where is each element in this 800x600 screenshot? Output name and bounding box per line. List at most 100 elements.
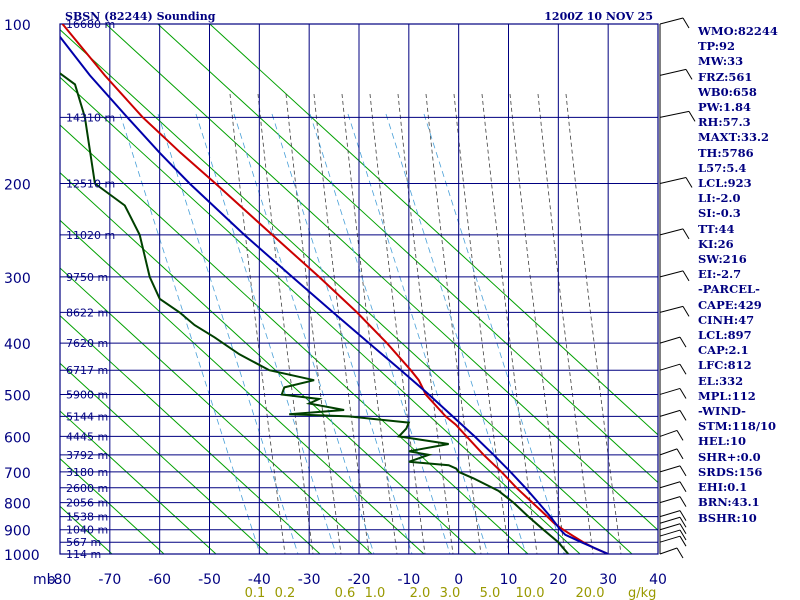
dewpoint-profile (60, 72, 570, 554)
height-label: 9750 m (66, 271, 108, 284)
parcel-profile (60, 35, 609, 554)
mixing-ratio-line (195, 113, 337, 554)
temperature-tick-label: 40 (649, 572, 667, 588)
moist-adiabat-line (425, 93, 482, 554)
sounding-index: TP:92 (698, 39, 736, 54)
pressure-tick-label: 800 (4, 497, 31, 513)
mixing-ratio-line (309, 113, 451, 554)
wind-barb (659, 523, 681, 531)
chart-title: SBSN (82244) Sounding (65, 10, 216, 23)
wind-barb-flag (676, 547, 684, 559)
wind-barb-flag (679, 496, 687, 507)
sounding-indices-panel: WMO:82244 TP:92 MW:33 FRZ:561 WB0:658 PW:1.84… (698, 24, 798, 526)
wind-barb-flag (679, 529, 687, 541)
moist-adiabat-line (285, 93, 342, 554)
dry-adiabat-line (60, 457, 165, 554)
height-label: 7620 m (66, 337, 108, 350)
wind-barb (659, 465, 681, 473)
wind-barb-flag (679, 410, 687, 421)
mixing-ratio-label: 2.0 (410, 586, 431, 600)
sounding-index: -PARCEL- (698, 282, 760, 297)
height-label: 1538 m (66, 511, 108, 524)
moist-adiabat-line (341, 93, 398, 554)
height-label: 3180 m (66, 466, 108, 479)
sounding-index: EI:-2.7 (698, 267, 742, 282)
sounding-index: CAP:2.1 (698, 343, 749, 358)
wind-barb (659, 387, 681, 395)
moist-adiabat-line (509, 93, 566, 554)
wind-barb-flag (679, 523, 687, 535)
temperature-tick-label: -30 (298, 572, 321, 588)
temperature-tick-label: -70 (98, 572, 121, 588)
mixing-ratio-line (233, 113, 375, 554)
sounding-index: LCL:897 (698, 328, 752, 343)
sounding-index: MPL:112 (698, 388, 756, 403)
temperature-tick-label: 20 (549, 572, 567, 588)
sounding-index: SI:-0.3 (698, 206, 741, 221)
height-label: 6717 m (66, 364, 108, 377)
wind-barb-flag (682, 228, 690, 240)
dry-adiabat-line (105, 24, 658, 531)
mixing-ratio-label: 0.1 (245, 586, 266, 600)
sounding-index: CINH:47 (698, 312, 755, 327)
dry-adiabat-line (60, 362, 269, 554)
sounding-index: LCL:923 (698, 176, 752, 191)
sounding-index: SHR+:0.0 (698, 449, 761, 464)
pressure-unit-label: mb (33, 572, 56, 588)
sounding-index: L57:5.4 (698, 160, 747, 175)
temperature-tick-label: -80 (49, 572, 72, 588)
wind-barb-flag (676, 448, 684, 460)
mixing-ratio-label: 5.0 (480, 586, 501, 600)
mixing-ratio-label: 10.0 (516, 586, 545, 600)
pressure-tick-label: 200 (4, 178, 31, 194)
moist-adiabat-line (481, 93, 538, 554)
wind-barb (659, 305, 684, 313)
sounding-index: SW:216 (698, 252, 747, 267)
moist-adiabat-line (313, 93, 370, 554)
wind-barb (659, 535, 681, 543)
dry-adiabat-line (157, 24, 658, 484)
pressure-tick-label: 100 (4, 18, 31, 34)
sounding-index: -WIND- (698, 404, 746, 419)
dry-adiabat-line (60, 28, 633, 554)
sounding-index: MAXT:33.2 (698, 130, 769, 145)
height-label: 8622 m (66, 306, 108, 319)
wind-barb-flag (679, 336, 687, 348)
sounding-index: MW:33 (698, 54, 744, 69)
sounding-index: FRZ:561 (698, 69, 753, 84)
dry-adiabat-line (60, 410, 217, 554)
moist-adiabat-line (369, 93, 426, 554)
mixing-ratio-line (157, 113, 299, 554)
pressure-tick-label: 1000 (4, 548, 40, 564)
wind-barb-flag (679, 465, 687, 477)
mixing-ratio-unit: g/kg (628, 586, 656, 600)
moist-adiabat-line (229, 93, 286, 554)
sounding-index: BRN:43.1 (698, 495, 760, 510)
mixing-ratio-line (423, 113, 565, 554)
wind-barb (659, 448, 678, 456)
height-label: 4445 m (66, 430, 108, 443)
wind-barb (659, 270, 684, 278)
sounding-index: SRDS:156 (698, 464, 763, 479)
wind-barb (659, 363, 681, 371)
wind-barb-flag (685, 69, 693, 80)
height-label: 5144 m (66, 410, 108, 423)
wind-barb-flag (679, 388, 687, 399)
pressure-tick-label: 900 (4, 524, 31, 540)
height-label: 11020 m (66, 229, 115, 242)
height-label: 114 m (66, 548, 101, 561)
wind-barb (659, 177, 687, 185)
wind-barb-flag (679, 517, 687, 528)
wind-barb-flag (688, 111, 696, 122)
mixing-ratio-line (347, 113, 489, 554)
wind-barb (659, 110, 690, 118)
adiabat-lines (60, 24, 658, 554)
sounding-index: KI:26 (698, 236, 734, 251)
mixing-ratio-label: 20.0 (576, 586, 605, 600)
wind-barb-flag (676, 430, 684, 441)
height-label: 16680 m (66, 18, 115, 31)
height-label: 14310 m (66, 111, 115, 124)
wind-barb-flag (679, 535, 687, 547)
